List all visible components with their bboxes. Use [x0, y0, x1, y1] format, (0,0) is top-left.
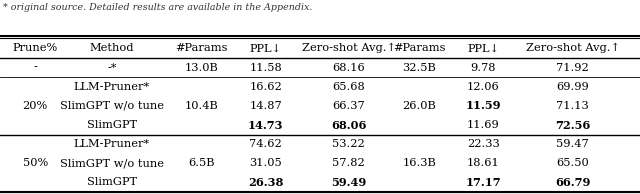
Text: PPL↓: PPL↓: [250, 43, 282, 53]
Text: 53.22: 53.22: [332, 139, 365, 149]
Text: 66.79: 66.79: [555, 177, 591, 188]
Text: 26.38: 26.38: [248, 177, 284, 188]
Text: 20%: 20%: [22, 101, 48, 111]
Text: 22.33: 22.33: [467, 139, 500, 149]
Text: SlimGPT w/o tune: SlimGPT w/o tune: [60, 158, 164, 168]
Text: 31.05: 31.05: [249, 158, 282, 168]
Text: 65.68: 65.68: [332, 82, 365, 92]
Text: 69.99: 69.99: [556, 82, 589, 92]
Text: SlimGPT w/o tune: SlimGPT w/o tune: [60, 101, 164, 111]
Text: 11.69: 11.69: [467, 120, 500, 130]
Text: SlimGPT: SlimGPT: [87, 120, 137, 130]
Text: SlimGPT: SlimGPT: [87, 178, 137, 187]
Text: 57.82: 57.82: [332, 158, 365, 168]
Text: 12.06: 12.06: [467, 82, 500, 92]
Text: 17.17: 17.17: [465, 177, 501, 188]
Text: PPL↓: PPL↓: [467, 43, 499, 53]
Text: 16.3B: 16.3B: [403, 158, 436, 168]
Text: 59.49: 59.49: [331, 177, 367, 188]
Text: 32.5B: 32.5B: [403, 62, 436, 73]
Text: Prune%: Prune%: [13, 43, 58, 53]
Text: 9.78: 9.78: [470, 62, 496, 73]
Text: 68.16: 68.16: [332, 62, 365, 73]
Text: 71.13: 71.13: [556, 101, 589, 111]
Text: 6.5B: 6.5B: [188, 158, 215, 168]
Text: LLM-Pruner*: LLM-Pruner*: [74, 139, 150, 149]
Text: 14.87: 14.87: [249, 101, 282, 111]
Text: * original source. Detailed results are available in the Appendix.: * original source. Detailed results are …: [3, 3, 312, 12]
Text: 13.0B: 13.0B: [185, 62, 218, 73]
Text: 71.92: 71.92: [556, 62, 589, 73]
Text: -: -: [33, 62, 37, 73]
Text: 18.61: 18.61: [467, 158, 500, 168]
Text: 50%: 50%: [22, 158, 48, 168]
Text: 66.37: 66.37: [332, 101, 365, 111]
Text: #Params: #Params: [393, 43, 445, 53]
Text: -*: -*: [108, 62, 116, 73]
Text: 65.50: 65.50: [556, 158, 589, 168]
Text: Method: Method: [90, 43, 134, 53]
Text: Zero-shot Avg.↑: Zero-shot Avg.↑: [526, 43, 620, 54]
Text: 10.4B: 10.4B: [185, 101, 218, 111]
Text: #Params: #Params: [175, 43, 228, 53]
Text: 16.62: 16.62: [249, 82, 282, 92]
Text: 59.47: 59.47: [556, 139, 589, 149]
Text: 11.59: 11.59: [465, 100, 501, 111]
Text: 11.58: 11.58: [249, 62, 282, 73]
Text: Zero-shot Avg.↑: Zero-shot Avg.↑: [302, 43, 396, 54]
Text: 68.06: 68.06: [331, 120, 367, 131]
Text: 72.56: 72.56: [555, 120, 591, 131]
Text: 14.73: 14.73: [248, 120, 284, 131]
Text: 26.0B: 26.0B: [403, 101, 436, 111]
Text: 74.62: 74.62: [249, 139, 282, 149]
Text: LLM-Pruner*: LLM-Pruner*: [74, 82, 150, 92]
